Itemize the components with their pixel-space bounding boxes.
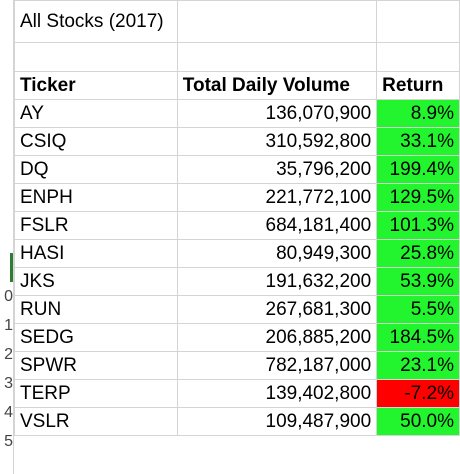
row-selection-marker — [10, 253, 13, 282]
row-number[interactable]: 4 — [4, 404, 13, 421]
header-row: Ticker Total Daily Volume Return — [14, 71, 460, 100]
ticker-cell[interactable]: RUN — [14, 295, 178, 324]
header-total-daily-volume[interactable]: Total Daily Volume — [176, 71, 378, 100]
table-row: ENPH 221,772,100 129.5% — [14, 183, 460, 212]
volume-cell[interactable]: 80,949,300 — [176, 239, 378, 268]
row-number[interactable]: 3 — [4, 375, 13, 392]
ticker-cell[interactable]: SEDG — [14, 323, 178, 352]
empty-cell[interactable] — [176, 0, 378, 43]
table-row: HASI 80,949,300 25.8% — [14, 239, 460, 268]
volume-cell[interactable]: 136,070,900 — [176, 99, 378, 128]
return-cell[interactable]: -7.2% — [376, 379, 460, 408]
table-row: CSIQ 310,592,800 33.1% — [14, 127, 460, 156]
table-row: AY 136,070,900 8.9% — [14, 99, 460, 128]
return-cell[interactable]: 199.4% — [376, 155, 460, 184]
return-cell[interactable]: 53.9% — [376, 267, 460, 296]
return-cell[interactable]: 184.5% — [376, 323, 460, 352]
spreadsheet-grid: All Stocks (2017) Ticker Total Daily Vol… — [14, 0, 460, 436]
table-row: VSLR 109,487,900 50.0% — [14, 407, 460, 436]
return-cell[interactable]: 33.1% — [376, 127, 460, 156]
return-cell[interactable]: 23.1% — [376, 351, 460, 380]
ticker-cell[interactable]: FSLR — [14, 211, 178, 240]
volume-cell[interactable]: 267,681,300 — [176, 295, 378, 324]
blank-row — [14, 42, 460, 72]
table-row: RUN 267,681,300 5.5% — [14, 295, 460, 324]
ticker-cell[interactable]: TERP — [14, 379, 178, 408]
volume-cell[interactable]: 35,796,200 — [176, 155, 378, 184]
volume-cell[interactable]: 221,772,100 — [176, 183, 378, 212]
table-row: TERP 139,402,800 -7.2% — [14, 379, 460, 408]
ticker-cell[interactable]: VSLR — [14, 407, 178, 436]
empty-cell[interactable] — [376, 0, 460, 43]
volume-cell[interactable]: 310,592,800 — [176, 127, 378, 156]
empty-cell[interactable] — [376, 42, 460, 72]
ticker-cell[interactable]: JKS — [14, 267, 178, 296]
table-row: FSLR 684,181,400 101.3% — [14, 211, 460, 240]
volume-cell[interactable]: 139,402,800 — [176, 379, 378, 408]
ticker-cell[interactable]: CSIQ — [14, 127, 178, 156]
ticker-cell[interactable]: AY — [14, 99, 178, 128]
volume-cell[interactable]: 782,187,000 — [176, 351, 378, 380]
volume-cell[interactable]: 684,181,400 — [176, 211, 378, 240]
table-row: SPWR 782,187,000 23.1% — [14, 351, 460, 380]
empty-cell[interactable] — [14, 42, 178, 72]
empty-cell[interactable] — [176, 42, 378, 72]
header-ticker[interactable]: Ticker — [14, 71, 178, 100]
volume-cell[interactable]: 206,885,200 — [176, 323, 378, 352]
sheet-title-cell[interactable]: All Stocks (2017) — [14, 0, 178, 43]
row-number[interactable]: 0 — [4, 288, 13, 305]
return-cell[interactable]: 101.3% — [376, 211, 460, 240]
title-row: All Stocks (2017) — [14, 0, 460, 43]
volume-cell[interactable]: 191,632,200 — [176, 267, 378, 296]
ticker-cell[interactable]: ENPH — [14, 183, 178, 212]
return-cell[interactable]: 50.0% — [376, 407, 460, 436]
ticker-cell[interactable]: DQ — [14, 155, 178, 184]
header-return[interactable]: Return — [376, 71, 460, 100]
row-number[interactable]: 2 — [4, 346, 13, 363]
table-row: JKS 191,632,200 53.9% — [14, 267, 460, 296]
row-number[interactable]: 5 — [4, 433, 13, 450]
return-cell[interactable]: 8.9% — [376, 99, 460, 128]
ticker-cell[interactable]: HASI — [14, 239, 178, 268]
volume-cell[interactable]: 109,487,900 — [176, 407, 378, 436]
return-cell[interactable]: 5.5% — [376, 295, 460, 324]
table-row: DQ 35,796,200 199.4% — [14, 155, 460, 184]
table-row: SEDG 206,885,200 184.5% — [14, 323, 460, 352]
row-header-gutter[interactable] — [0, 0, 14, 474]
return-cell[interactable]: 129.5% — [376, 183, 460, 212]
row-number[interactable]: 1 — [4, 317, 13, 334]
ticker-cell[interactable]: SPWR — [14, 351, 178, 380]
return-cell[interactable]: 25.8% — [376, 239, 460, 268]
